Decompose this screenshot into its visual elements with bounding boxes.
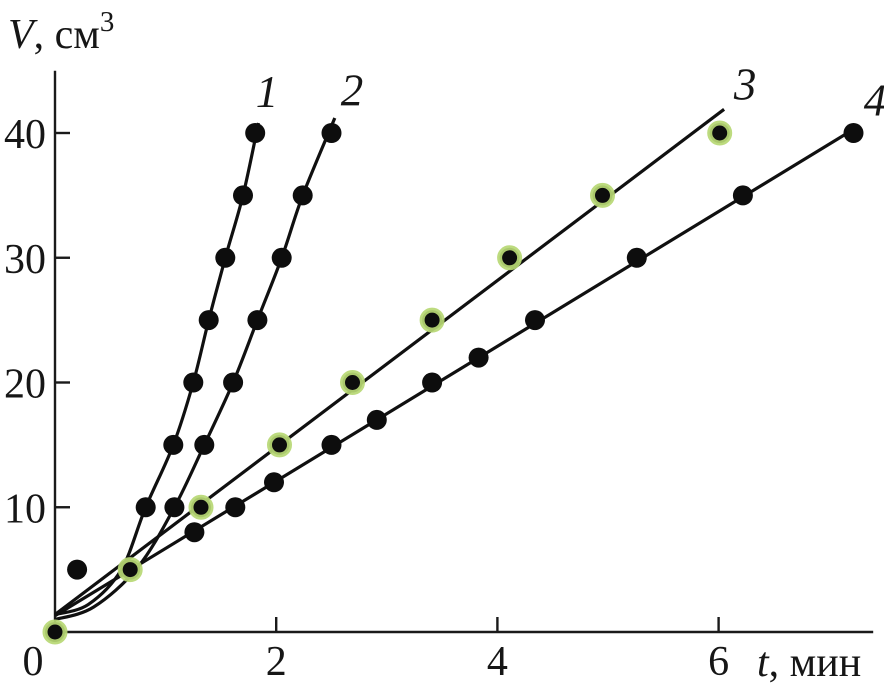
series-3-trend-line — [54, 108, 726, 616]
series-3-point-4 — [340, 370, 365, 395]
y-axis-symbol: V — [8, 12, 38, 58]
x-axis-unit: , мин — [769, 640, 862, 686]
x-tick-label-4: 4 — [487, 639, 508, 685]
x-tick-label-6: 6 — [708, 639, 729, 685]
y-axis-title: V, см3 — [8, 6, 114, 58]
x-axis-title: t, мин — [757, 640, 861, 686]
series-2-point-2 — [223, 372, 244, 393]
series-3-point-7 — [590, 182, 615, 208]
series-3-curve-label: 3 — [733, 59, 757, 109]
series-4-point-6 — [468, 347, 489, 368]
series-2-point-4 — [271, 247, 292, 268]
series-4-point-5 — [422, 372, 443, 393]
series-1-point-7 — [245, 123, 266, 143]
x-tick-label-0: 0 — [23, 639, 44, 685]
y-tick-label-20: 20 — [4, 362, 46, 408]
series-1-trend-line — [54, 122, 261, 617]
series-1-curve-label: 1 — [256, 67, 279, 117]
series-1-point-1 — [135, 497, 156, 518]
series-1-point-0 — [67, 559, 88, 580]
series-2-point-5 — [292, 185, 313, 206]
series-layer — [42, 108, 864, 645]
x-tick-label-2: 2 — [266, 639, 287, 685]
series-2-point-3 — [247, 310, 268, 331]
series-1-point-4 — [198, 310, 219, 331]
series-1-point-6 — [233, 185, 253, 206]
series-3-point-8 — [707, 120, 733, 146]
y-axis-exponent: 3 — [100, 6, 115, 38]
y-tick-label-40: 40 — [4, 112, 46, 158]
series-4-point-1 — [225, 497, 246, 518]
series-2-point-1 — [194, 434, 215, 455]
series-3-point-3 — [267, 432, 292, 458]
series-3-point-1 — [117, 557, 143, 583]
series-4-point-9 — [732, 185, 753, 206]
series-2-curve-label: 2 — [341, 66, 364, 116]
series-1-point-2 — [163, 434, 184, 455]
series-1-point-3 — [183, 372, 204, 393]
series-3-point-6 — [497, 245, 523, 271]
y-tick-label-10: 10 — [4, 486, 46, 532]
series-4-curve-label: 4 — [864, 76, 884, 126]
series-4-point-4 — [366, 409, 387, 430]
series-4-point-2 — [264, 472, 284, 493]
y-tick-label-30: 30 — [4, 237, 46, 283]
x-axis-symbol: t — [757, 640, 770, 686]
series-1-point-5 — [215, 247, 236, 268]
y-axis-unit: , см — [34, 12, 100, 58]
series-2-point-0 — [164, 497, 185, 518]
series-2-trend-line — [54, 117, 337, 622]
series-3-point-2 — [188, 494, 214, 520]
series-4-point-0 — [184, 522, 205, 543]
axes-layer: 0 2 4 6 10 20 30 40 — [4, 70, 874, 685]
series-3-point-5 — [419, 307, 445, 333]
series-3-point-0 — [42, 619, 68, 645]
series-4-point-3 — [321, 434, 342, 455]
series-2-point-6 — [321, 123, 342, 143]
series-4-point-8 — [626, 247, 647, 268]
series-4-point-10 — [843, 123, 864, 143]
series-4-point-7 — [525, 310, 545, 331]
